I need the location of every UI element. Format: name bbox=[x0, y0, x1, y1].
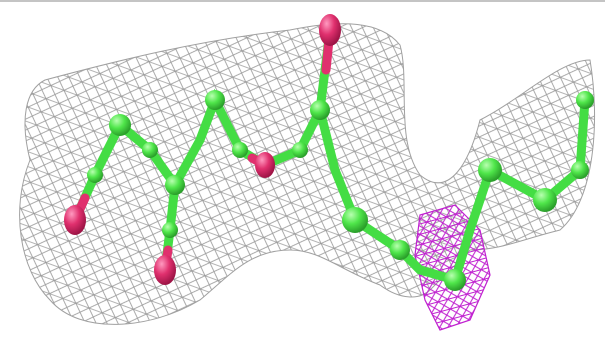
density-mesh bbox=[19, 23, 596, 325]
oxygen-atoms bbox=[64, 14, 341, 285]
carbon-atoms bbox=[87, 90, 594, 291]
